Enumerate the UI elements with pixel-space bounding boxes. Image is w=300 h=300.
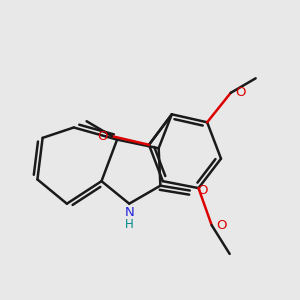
Text: O: O <box>216 219 226 232</box>
Text: O: O <box>197 184 208 197</box>
Text: N: N <box>124 206 134 219</box>
Text: O: O <box>97 130 108 142</box>
Text: H: H <box>125 218 134 231</box>
Text: O: O <box>235 86 245 99</box>
